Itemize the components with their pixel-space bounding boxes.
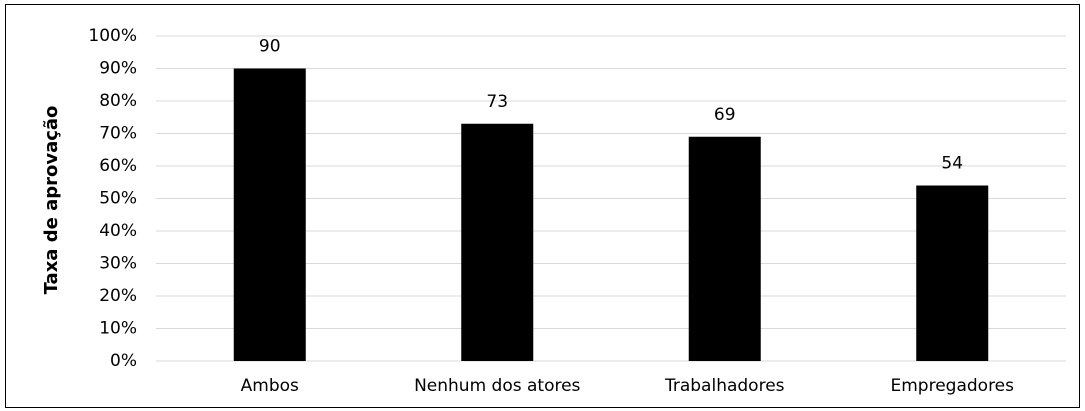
bar bbox=[461, 123, 534, 361]
y-tick-label: 60% bbox=[99, 156, 137, 176]
y-tick-label: 100% bbox=[88, 26, 137, 46]
x-tick-label: Ambos bbox=[241, 376, 299, 396]
y-tick-label: 80% bbox=[99, 91, 137, 111]
x-tick-label: Empregadores bbox=[891, 376, 1015, 396]
y-tick-label: 50% bbox=[99, 189, 137, 209]
y-tick-label: 90% bbox=[99, 59, 137, 79]
y-tick-label: 40% bbox=[99, 221, 137, 241]
x-tick-label: Nenhum dos atores bbox=[414, 376, 580, 396]
y-tick-label: 10% bbox=[99, 319, 137, 339]
y-tick-label: 20% bbox=[99, 286, 137, 306]
y-tick-label: 30% bbox=[99, 254, 137, 274]
chart-frame bbox=[5, 4, 1080, 408]
y-tick-label: 0% bbox=[110, 351, 137, 371]
bar bbox=[688, 136, 761, 361]
data-label: 69 bbox=[714, 105, 736, 125]
y-tick-label: 70% bbox=[99, 124, 137, 144]
bar bbox=[233, 68, 306, 361]
data-label: 90 bbox=[259, 37, 281, 57]
y-axis-title: Taxa de aprovação bbox=[41, 106, 62, 295]
data-label: 73 bbox=[486, 92, 508, 112]
data-label: 54 bbox=[941, 154, 963, 174]
bar bbox=[916, 185, 989, 361]
x-tick-label: Trabalhadores bbox=[664, 376, 785, 396]
